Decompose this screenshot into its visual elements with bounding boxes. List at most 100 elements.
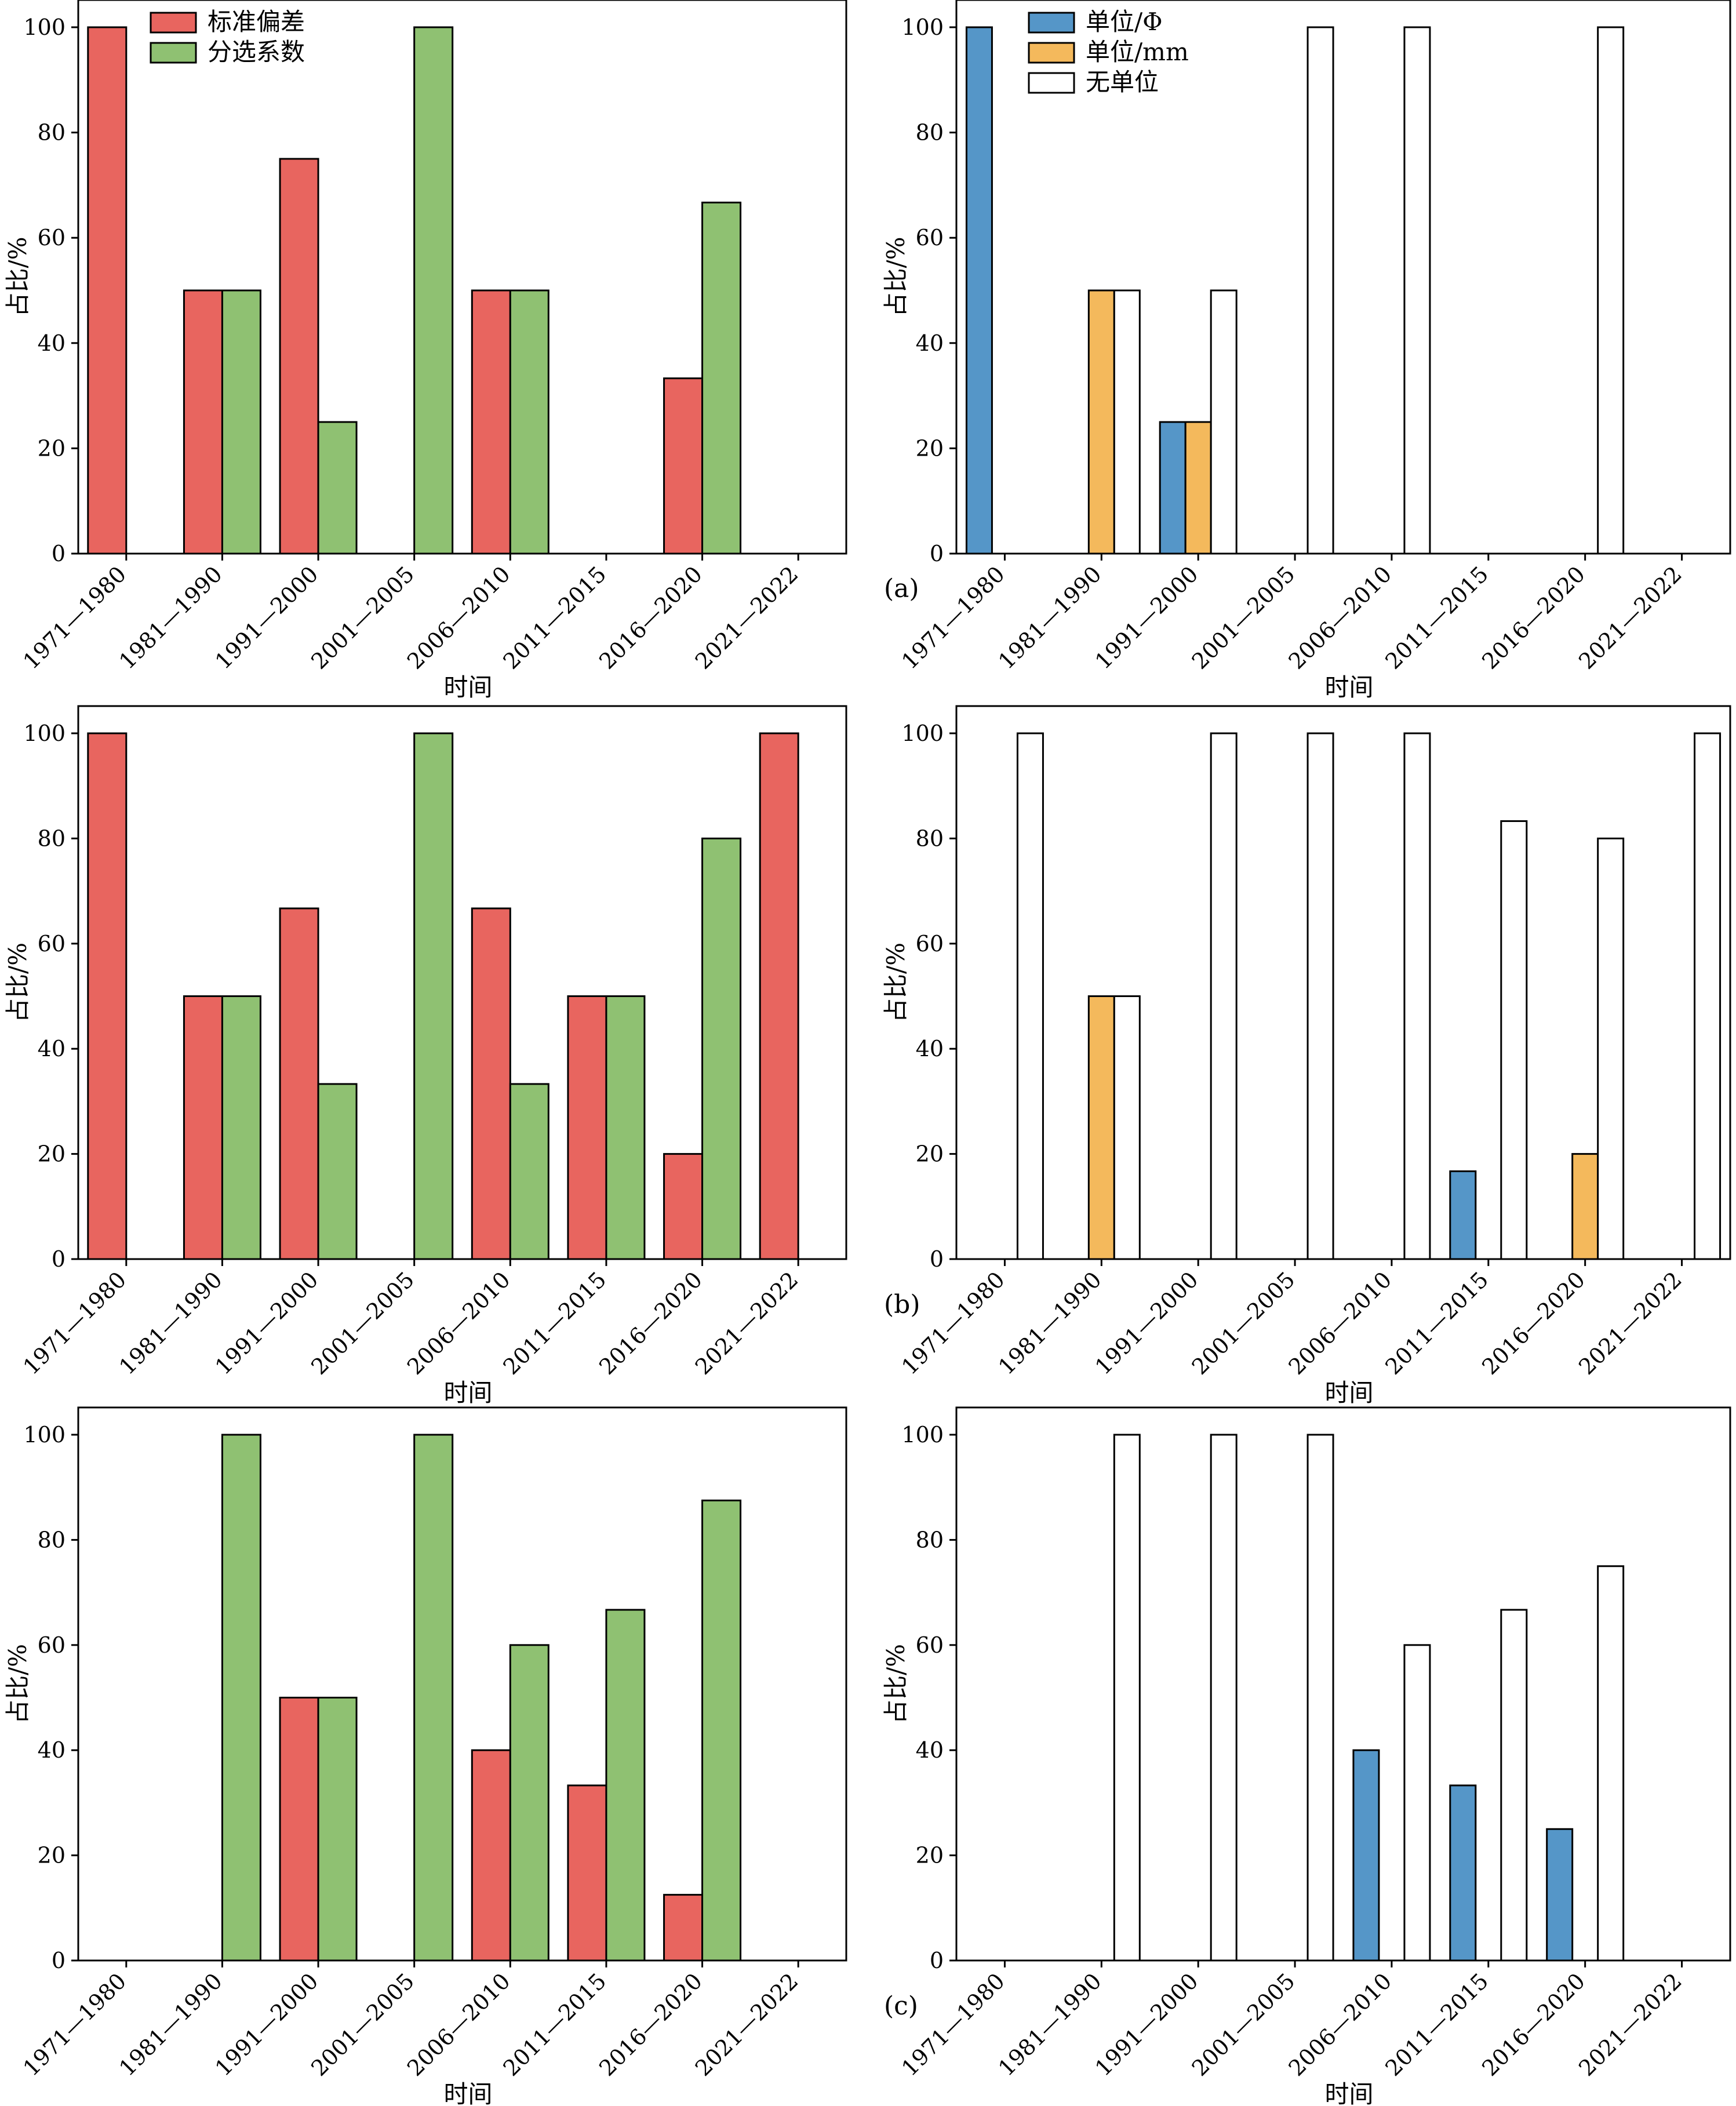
bar-c-left-s0-c2 (279, 1697, 319, 1962)
x-tick-label-c-left-4: 2006—2010 (402, 1968, 515, 2081)
bar-b-right-s2-c4 (1403, 732, 1431, 1260)
x-tick-label-a-right-2: 1991—2000 (1090, 561, 1203, 674)
chart-b-left: 0204060801001971—19801981—19901991—20002… (3, 705, 847, 1407)
x-tick-label-a-left-7: 2021—2022 (690, 561, 803, 674)
bar-a-right-s1-c2 (1184, 421, 1212, 555)
x-tick-label-a-right-1: 1981—1990 (993, 561, 1107, 674)
chart-c-right: 0204060801001971—19801981—19901991—20002… (882, 1406, 1731, 2106)
y-tick-label-b-right-4: 80 (916, 825, 944, 851)
chart-c-left: 0204060801001971—19801981—19901991—20002… (3, 1406, 847, 2106)
bar-c-right-s0-c6 (1546, 1828, 1574, 1962)
x-tick-label-a-right-5: 2011—2015 (1380, 561, 1493, 674)
bar-b-right-s1-c6 (1571, 1153, 1599, 1260)
x-tick-label-b-right-4: 2006—2010 (1284, 1267, 1397, 1380)
y-axis-label-a-left: 占比/% (3, 237, 32, 317)
bar-b-left-s0-c0 (87, 732, 128, 1260)
x-tick-label-a-right-7: 2021—2022 (1574, 561, 1687, 674)
plot-frame-b-right (955, 705, 1731, 1260)
legend-swatch-a-left-1 (150, 42, 197, 64)
y-tick-label-a-right-3: 60 (916, 225, 944, 250)
y-tick-label-a-left-4: 80 (38, 120, 65, 146)
legend-swatch-a-right-0 (1028, 12, 1075, 34)
bar-a-left-s1-c3 (413, 26, 454, 555)
bar-a-left-s1-c6 (701, 201, 742, 555)
x-tick-label-a-left-5: 2011—2015 (498, 561, 612, 674)
y-tick-label-a-left-0: 0 (52, 541, 65, 566)
bar-b-left-s1-c4 (509, 1083, 549, 1260)
bar-b-left-s1-c2 (317, 1083, 358, 1260)
bar-a-left-s1-c1 (221, 289, 261, 555)
x-tick-label-b-left-6: 2016—2020 (594, 1267, 707, 1380)
bar-b-right-s2-c3 (1306, 732, 1334, 1260)
plot-frame-a-right (955, 0, 1731, 555)
x-tick-label-b-left-3: 2001—2005 (306, 1267, 419, 1380)
chart-a-right: 0204060801001971—19801981—19901991—20002… (882, 0, 1731, 701)
bar-a-left-s1-c4 (509, 289, 549, 555)
x-tick-label-b-right-3: 2001—2005 (1187, 1267, 1300, 1380)
y-tick-label-b-left-0: 0 (52, 1246, 65, 1272)
y-tick-label-a-left-5: 100 (23, 14, 65, 40)
y-axis-label-c-left: 占比/% (3, 1644, 32, 1724)
bar-b-right-s2-c6 (1597, 837, 1625, 1260)
y-axis-label-b-right: 占比/% (882, 943, 910, 1023)
bar-b-left-s0-c5 (567, 995, 607, 1260)
x-tick-label-c-right-6: 2016—2020 (1477, 1968, 1590, 2081)
x-tick-label-c-left-6: 2016—2020 (594, 1968, 707, 2081)
y-axis-label-a-right: 占比/% (882, 237, 910, 317)
x-tick-label-c-left-3: 2001—2005 (306, 1968, 419, 2081)
bar-c-left-s1-c6 (701, 1499, 742, 1962)
y-axis-label-c-right: 占比/% (882, 1644, 910, 1724)
bar-a-right-s2-c2 (1210, 289, 1238, 555)
plot-frame-c-left (77, 1406, 847, 1962)
y-tick-label-a-left-2: 40 (38, 330, 65, 356)
y-tick-label-a-right-2: 40 (916, 330, 944, 356)
bar-b-right-s2-c7 (1694, 732, 1722, 1260)
bar-b-left-s0-c1 (183, 995, 223, 1260)
y-tick-label-c-left-5: 100 (23, 1422, 65, 1447)
plot-frame-a-left (77, 0, 847, 555)
legend-swatch-a-right-2 (1028, 72, 1075, 94)
y-tick-label-c-right-4: 80 (916, 1527, 944, 1552)
x-axis-label-b-right: 时间 (1324, 1378, 1373, 1407)
y-tick-label-a-right-1: 20 (916, 435, 944, 461)
y-tick-label-a-right-0: 0 (930, 541, 944, 566)
bar-a-left-s0-c4 (471, 289, 511, 555)
x-tick-label-c-right-2: 1991—2000 (1090, 1968, 1203, 2081)
x-tick-label-a-left-1: 1981—1990 (114, 561, 227, 674)
bar-c-right-s2-c2 (1210, 1434, 1238, 1962)
y-tick-label-b-right-3: 60 (916, 931, 944, 956)
x-tick-label-c-right-4: 2006—2010 (1284, 1968, 1397, 2081)
y-tick-label-c-left-2: 40 (38, 1737, 65, 1763)
y-tick-label-b-right-2: 40 (916, 1036, 944, 1061)
x-tick-label-b-right-5: 2011—2015 (1380, 1267, 1493, 1380)
x-tick-label-a-right-6: 2016—2020 (1477, 561, 1590, 674)
legend-label-a-left-1: 分选系数 (208, 38, 305, 66)
bar-a-left-s0-c0 (87, 26, 128, 555)
bar-a-right-s2-c6 (1597, 26, 1625, 555)
x-axis-label-a-left: 时间 (443, 673, 492, 701)
y-tick-label-b-right-5: 100 (901, 721, 944, 746)
bar-a-right-s0-c2 (1159, 421, 1187, 555)
y-tick-label-a-right-5: 100 (901, 14, 944, 40)
panel-label-a: (a) (884, 574, 919, 603)
x-tick-label-b-right-2: 1991—2000 (1090, 1267, 1203, 1380)
x-tick-label-c-right-0: 1971—1980 (897, 1968, 1010, 2081)
y-tick-label-b-right-1: 20 (916, 1141, 944, 1167)
x-tick-label-a-left-6: 2016—2020 (594, 561, 707, 674)
chart-a-left: 0204060801001971—19801981—19901991—20002… (3, 0, 847, 701)
y-axis-label-b-left: 占比/% (3, 943, 32, 1023)
bar-c-right-s0-c5 (1449, 1784, 1477, 1962)
bar-c-right-s2-c6 (1597, 1565, 1625, 1962)
x-tick-label-b-right-6: 2016—2020 (1477, 1267, 1590, 1380)
bar-b-right-s2-c0 (1016, 732, 1044, 1260)
bar-c-right-s2-c3 (1306, 1434, 1334, 1962)
bar-c-right-s2-c5 (1500, 1609, 1528, 1962)
y-tick-label-c-right-5: 100 (901, 1422, 944, 1447)
y-tick-label-c-left-0: 0 (52, 1948, 65, 1973)
x-tick-label-c-left-2: 1991—2000 (210, 1968, 323, 2081)
bar-b-right-s1-c1 (1087, 995, 1115, 1260)
y-tick-label-a-left-3: 60 (38, 225, 65, 250)
x-tick-label-c-right-5: 2011—2015 (1380, 1968, 1493, 2081)
bar-b-left-s1-c5 (605, 995, 646, 1260)
